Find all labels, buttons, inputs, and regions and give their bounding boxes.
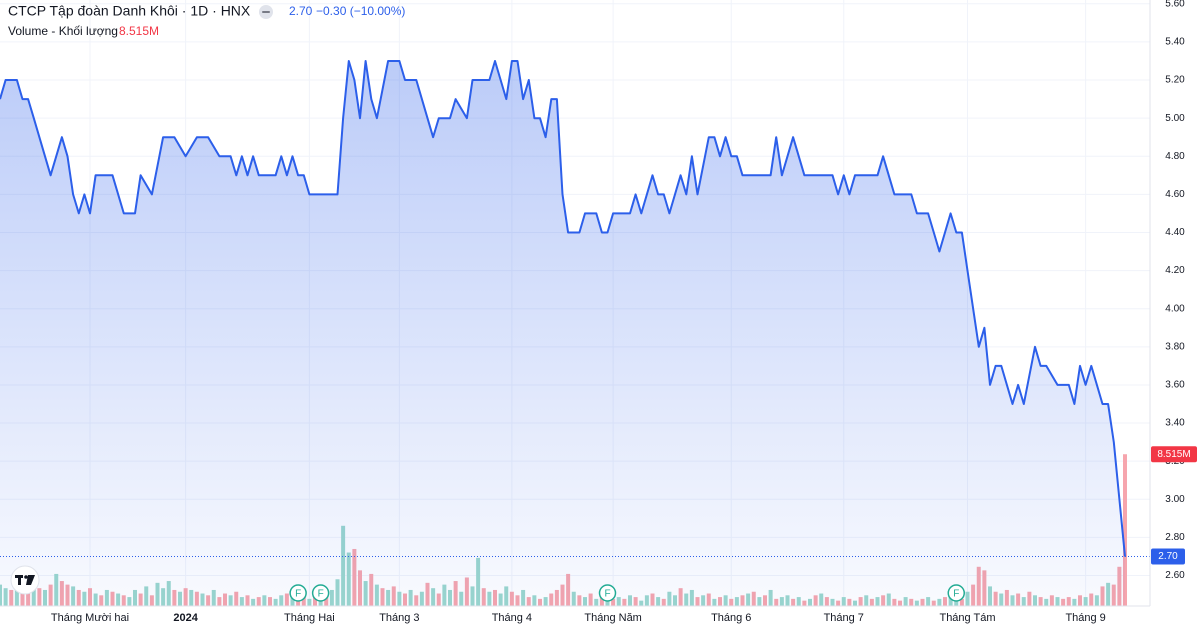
- y-tick-label: 4.00: [1165, 303, 1185, 314]
- x-tick-label: 2024: [173, 612, 198, 624]
- x-tick-label: Tháng 4: [492, 612, 532, 624]
- event-label: F: [295, 589, 301, 600]
- event-marker: [598, 584, 617, 602]
- y-tick-label: 4.60: [1165, 189, 1185, 200]
- volume-label: Volume - Khối lượng: [8, 24, 118, 38]
- y-tick-label: 5.00: [1165, 113, 1185, 124]
- price-change: −0.30 (−10.00%): [316, 4, 405, 18]
- x-tick-label: Tháng 6: [711, 612, 751, 624]
- x-tick-label: Tháng 7: [824, 612, 864, 624]
- y-tick-label: 3.00: [1165, 494, 1185, 505]
- event-label: F: [604, 589, 610, 600]
- price-line: [0, 60, 1126, 557]
- volume-badge-label: 8.515M: [1157, 449, 1190, 460]
- y-tick-label: 3.80: [1165, 341, 1185, 352]
- status-icon: [259, 5, 273, 19]
- y-tick-label: 2.60: [1165, 570, 1185, 581]
- volume-bar: [1123, 454, 1127, 606]
- y-tick-label: 3.40: [1165, 418, 1185, 429]
- event-marker: [311, 584, 330, 602]
- price-area: [0, 61, 1125, 606]
- event-marker: [289, 584, 307, 602]
- event-label: F: [953, 589, 959, 600]
- y-tick-label: 5.40: [1165, 37, 1185, 48]
- y-tick-label: 4.40: [1165, 227, 1185, 238]
- event-marker: [947, 584, 965, 602]
- y-tick-label: 4.20: [1165, 265, 1185, 276]
- last-price: 2.70: [289, 4, 313, 18]
- y-tick-label: 2.80: [1165, 532, 1185, 543]
- event-label: F: [318, 589, 324, 600]
- volume-badge: [1151, 446, 1197, 463]
- y-tick-label: 5.60: [1165, 0, 1185, 9]
- logo[interactable]: [10, 565, 40, 595]
- volume-value: 8.515M: [119, 24, 159, 38]
- x-tick-label: Tháng Tám: [939, 612, 995, 624]
- last-price-badge: [1151, 548, 1185, 565]
- x-tick-label: Tháng Năm: [584, 612, 641, 624]
- y-tick-label: 4.80: [1165, 151, 1185, 162]
- x-tick-label: Tháng 9: [1065, 612, 1105, 624]
- x-tick-label: Tháng 3: [379, 612, 419, 624]
- last-price-badge-label: 2.70: [1158, 551, 1178, 562]
- x-tick-label: Tháng Mười hai: [51, 612, 129, 624]
- y-tick-label: 3.60: [1165, 380, 1185, 391]
- y-tick-label: 5.20: [1165, 75, 1185, 86]
- x-tick-label: Tháng Hai: [284, 612, 335, 624]
- chart-title: CTCP Tập đoàn Danh Khôi · 1D · HNX: [8, 3, 251, 19]
